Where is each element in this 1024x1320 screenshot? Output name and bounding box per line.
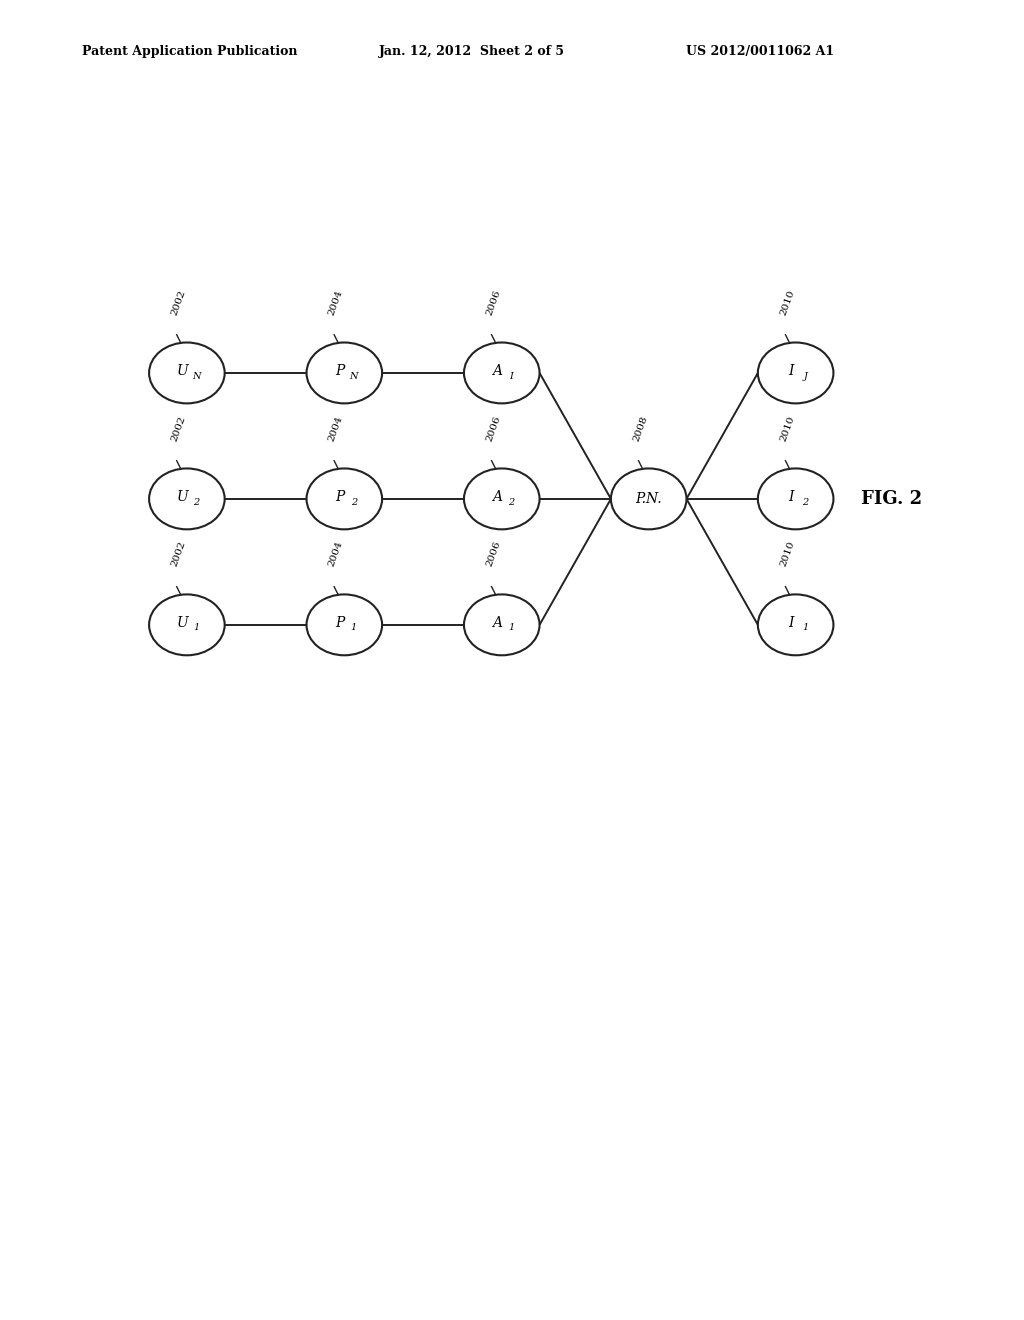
Text: I: I bbox=[788, 615, 795, 630]
Text: N: N bbox=[349, 372, 358, 380]
Ellipse shape bbox=[758, 342, 834, 404]
Text: 2006: 2006 bbox=[484, 414, 502, 442]
Text: Patent Application Publication: Patent Application Publication bbox=[82, 45, 297, 58]
Text: P: P bbox=[336, 615, 345, 630]
Text: 2: 2 bbox=[194, 498, 200, 507]
Text: I: I bbox=[509, 372, 513, 380]
Text: U: U bbox=[177, 615, 188, 630]
Text: U: U bbox=[177, 364, 188, 378]
Ellipse shape bbox=[464, 342, 540, 404]
Text: 1: 1 bbox=[508, 623, 514, 632]
Text: 2004: 2004 bbox=[327, 288, 345, 317]
Text: 2002: 2002 bbox=[170, 540, 187, 568]
Text: 1: 1 bbox=[802, 623, 808, 632]
Text: FIG. 2: FIG. 2 bbox=[860, 490, 922, 508]
Text: Jan. 12, 2012  Sheet 2 of 5: Jan. 12, 2012 Sheet 2 of 5 bbox=[379, 45, 565, 58]
Ellipse shape bbox=[464, 469, 540, 529]
Text: 2004: 2004 bbox=[327, 414, 345, 442]
Text: P: P bbox=[336, 490, 345, 504]
Text: A: A bbox=[493, 364, 503, 378]
Text: 2: 2 bbox=[802, 498, 808, 507]
Text: 2010: 2010 bbox=[778, 288, 796, 317]
Text: U: U bbox=[177, 490, 188, 504]
Text: A: A bbox=[493, 615, 503, 630]
Text: 2002: 2002 bbox=[170, 288, 187, 317]
Ellipse shape bbox=[464, 594, 540, 655]
Text: US 2012/0011062 A1: US 2012/0011062 A1 bbox=[686, 45, 835, 58]
Ellipse shape bbox=[150, 594, 224, 655]
Text: J: J bbox=[803, 372, 807, 380]
Text: 2004: 2004 bbox=[327, 540, 345, 568]
Text: 2: 2 bbox=[350, 498, 357, 507]
Text: I: I bbox=[788, 490, 795, 504]
Text: 2010: 2010 bbox=[778, 540, 796, 568]
Text: 2008: 2008 bbox=[632, 414, 649, 442]
Text: 2002: 2002 bbox=[170, 414, 187, 442]
Text: P.N.: P.N. bbox=[635, 492, 663, 506]
Text: N: N bbox=[193, 372, 201, 380]
Text: 2006: 2006 bbox=[484, 540, 502, 568]
Text: 1: 1 bbox=[350, 623, 357, 632]
Ellipse shape bbox=[306, 342, 382, 404]
Text: 1: 1 bbox=[194, 623, 200, 632]
Text: A: A bbox=[493, 490, 503, 504]
Ellipse shape bbox=[758, 469, 834, 529]
Text: I: I bbox=[788, 364, 795, 378]
Ellipse shape bbox=[306, 594, 382, 655]
Ellipse shape bbox=[150, 469, 224, 529]
Ellipse shape bbox=[611, 469, 686, 529]
Text: 2: 2 bbox=[508, 498, 514, 507]
Text: 2010: 2010 bbox=[778, 414, 796, 442]
Text: P: P bbox=[336, 364, 345, 378]
Ellipse shape bbox=[758, 594, 834, 655]
Ellipse shape bbox=[150, 342, 224, 404]
Text: 2006: 2006 bbox=[484, 288, 502, 317]
Ellipse shape bbox=[306, 469, 382, 529]
